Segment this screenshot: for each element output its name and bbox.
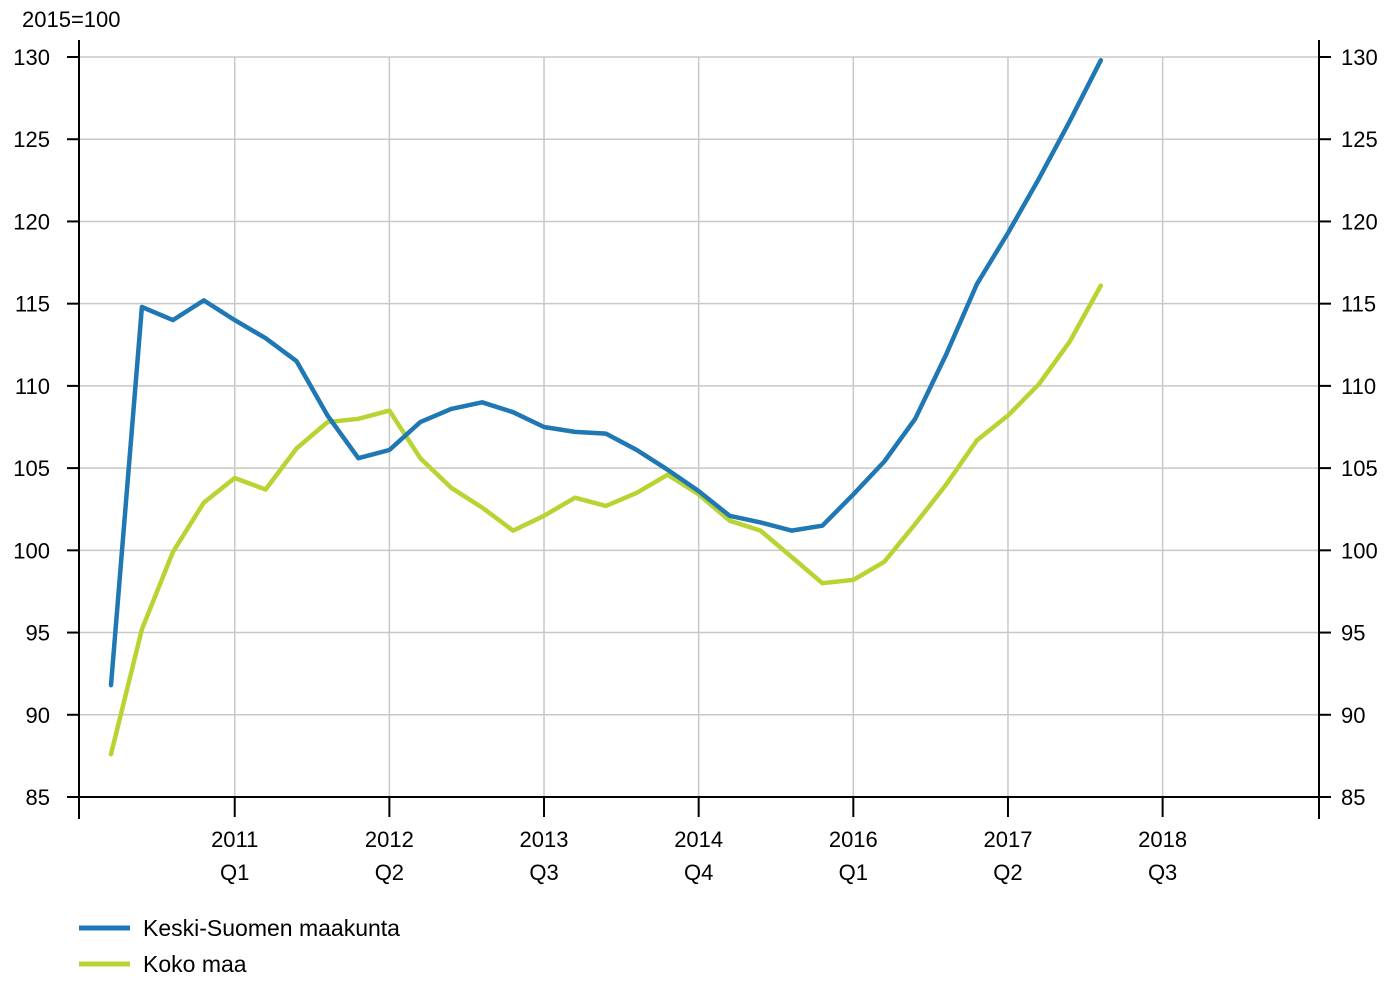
- y-tick-label-left: 115: [15, 292, 50, 317]
- axes: 85 85 90 90 95 95 100 100 105 105 110 110 115 115 120 1…: [13, 40, 1378, 885]
- x-tick-label-year: 2013: [520, 827, 569, 852]
- x-tick-label-quarter: Q3: [529, 860, 558, 885]
- x-tick-label-year: 2014: [674, 827, 723, 852]
- legend-label: Koko maa: [143, 951, 247, 977]
- y-tick-label-left: 105: [13, 456, 50, 481]
- y-axis-unit-label: 2015=100: [22, 7, 121, 32]
- x-tick-label-year: 2011: [211, 827, 258, 852]
- y-tick-label-left: 85: [26, 785, 50, 810]
- y-tick-label-left: 125: [13, 127, 50, 152]
- y-tick-label-left: 110: [15, 374, 50, 399]
- x-tick-label-quarter: Q2: [993, 860, 1022, 885]
- x-tick-label-quarter: Q3: [1148, 860, 1177, 885]
- y-tick-label-left: 100: [13, 538, 50, 563]
- y-tick-label-right: 125: [1341, 127, 1378, 152]
- x-tick-label-year: 2018: [1138, 827, 1187, 852]
- x-tick-label-quarter: Q2: [375, 860, 404, 885]
- series-line-2: [108, 283, 1104, 757]
- y-tick-label-right: 95: [1341, 621, 1365, 646]
- x-tick-label-year: 2012: [365, 827, 414, 852]
- y-tick-label-left: 130: [13, 45, 50, 70]
- grid-lines: [79, 56, 1319, 797]
- x-tick-label-quarter: Q4: [684, 860, 713, 885]
- y-tick-label-left: 90: [26, 703, 50, 728]
- x-tick-label-year: 2016: [829, 827, 878, 852]
- y-tick-label-right: 105: [1341, 456, 1378, 481]
- y-tick-label-left: 95: [26, 621, 50, 646]
- x-tick-label-quarter: Q1: [839, 860, 868, 885]
- x-tick-label-quarter: Q1: [220, 860, 249, 885]
- x-tick-label-year: 2017: [983, 827, 1032, 852]
- y-tick-label-right: 100: [1341, 538, 1378, 563]
- y-tick-label-right: 120: [1341, 209, 1378, 234]
- y-tick-label-right: 90: [1341, 703, 1365, 728]
- y-tick-label-right: 85: [1341, 785, 1365, 810]
- y-tick-label-right: 130: [1341, 45, 1378, 70]
- y-tick-label-left: 120: [13, 209, 50, 234]
- legend: Keski-Suomen maakunta Koko maa: [79, 915, 400, 977]
- y-tick-label-right: 110: [1341, 374, 1376, 399]
- series-line-1: [108, 58, 1104, 688]
- legend-label: Keski-Suomen maakunta: [143, 915, 400, 941]
- y-tick-label-right: 115: [1341, 292, 1376, 317]
- series-lines: [108, 58, 1104, 757]
